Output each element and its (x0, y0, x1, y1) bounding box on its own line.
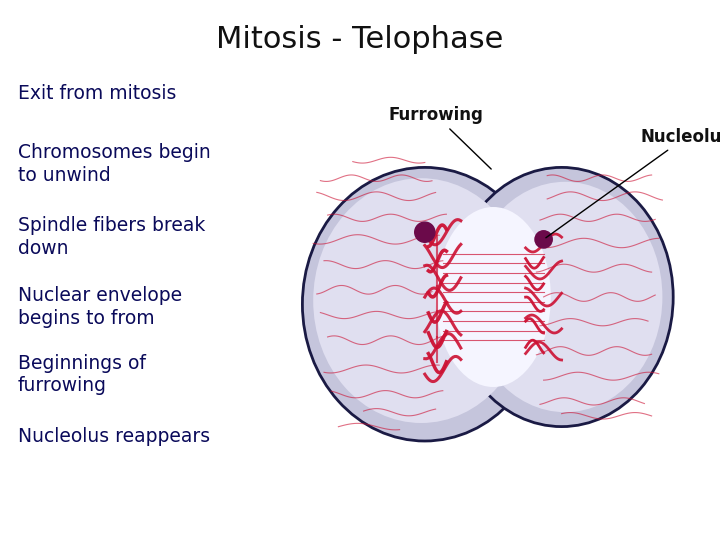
Text: Mitosis - Telophase: Mitosis - Telophase (216, 25, 504, 54)
Ellipse shape (468, 182, 662, 412)
Text: Nucleolus reappears: Nucleolus reappears (18, 427, 210, 446)
Circle shape (535, 231, 552, 248)
Text: Chromosomes begin
to unwind: Chromosomes begin to unwind (18, 143, 211, 185)
Text: Furrowing: Furrowing (388, 106, 491, 169)
Ellipse shape (313, 178, 529, 423)
Text: Exit from mitosis: Exit from mitosis (18, 84, 176, 103)
Ellipse shape (436, 207, 551, 387)
Text: Nucleolus: Nucleolus (546, 128, 720, 238)
Ellipse shape (450, 167, 673, 427)
Circle shape (415, 222, 435, 242)
Text: Spindle fibers break
down: Spindle fibers break down (18, 216, 205, 258)
Ellipse shape (302, 167, 547, 441)
Text: Nuclear envelope
begins to from: Nuclear envelope begins to from (18, 286, 182, 328)
Text: Beginnings of
furrowing: Beginnings of furrowing (18, 354, 146, 395)
